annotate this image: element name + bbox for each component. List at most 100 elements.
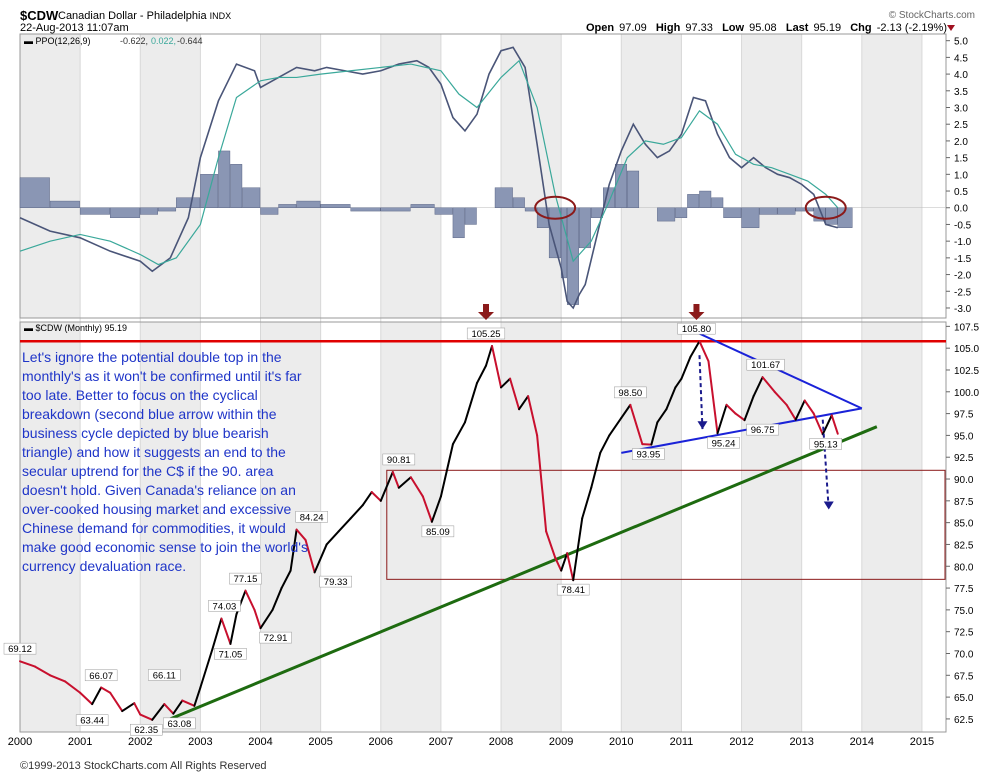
ppo-histogram-bar [560, 207, 567, 279]
value-label-box [746, 423, 779, 436]
price-segment [280, 569, 292, 590]
price-segment [220, 617, 232, 645]
price-legend-title: ▬ $CDW (Monthly) 95.19 [24, 323, 127, 333]
year-band [140, 34, 201, 318]
year-band [380, 34, 441, 318]
value-label: 84.24 [300, 512, 324, 523]
value-label: 74.03 [213, 601, 237, 612]
price-segment [163, 703, 175, 715]
x-tick-label: 2013 [789, 736, 813, 748]
brand-link[interactable]: © StockCharts.com [888, 10, 975, 21]
ppo-y-tick-label: 4.0 [954, 70, 968, 81]
x-tick-label: 2011 [670, 736, 694, 748]
ppo-y-tick-label: -1.0 [954, 237, 972, 248]
last-value: 95.19 [813, 22, 842, 34]
value-label-box [809, 438, 842, 450]
quote-bar: Open 97.09 High 97.33 Low 95.08 Last 95.… [586, 22, 947, 34]
value-label-box [229, 572, 262, 585]
ppo-histogram-bar [825, 207, 838, 225]
price-segment [133, 702, 142, 716]
ppo-histogram-bar [320, 204, 351, 208]
price-segment [821, 414, 833, 436]
top-marker-arrow-icon [688, 312, 705, 320]
price-segment [773, 390, 788, 406]
ppo-histogram-bar [434, 207, 453, 215]
value-label: 95.13 [814, 439, 838, 450]
instrument-name: Canadian Dollar - Philadelphia [58, 10, 207, 22]
price-y-tick-label: 65.0 [954, 693, 974, 704]
value-label: 72.91 [264, 633, 288, 644]
price-segment [674, 377, 683, 389]
year-band [501, 34, 562, 318]
price-segment [761, 376, 776, 393]
value-label: 69.12 [8, 644, 32, 655]
price-segment [289, 528, 298, 572]
ppo-crossover-circle [534, 195, 577, 220]
value-label: 66.11 [153, 670, 176, 681]
year-band [861, 34, 922, 318]
price-y-tick-label: 90.0 [954, 475, 974, 486]
ppo-histogram-bar [675, 207, 688, 218]
year-band [20, 34, 81, 318]
price-segment [581, 486, 593, 520]
value-label: 93.95 [636, 450, 660, 461]
exchange-label: INDX [209, 11, 232, 21]
x-tick-label: 2009 [549, 736, 573, 748]
footer-copyright: ©1999-2013 StockCharts.com All Rights Re… [20, 760, 267, 772]
ppo-histogram-bar [49, 200, 80, 208]
value-label: 63.08 [167, 719, 191, 730]
price-segment [361, 491, 373, 507]
price-y-tick-label: 92.5 [954, 453, 974, 464]
ppo-panel-frame [19, 33, 947, 319]
price-segment [370, 491, 382, 502]
price-y-tick-label: 77.5 [954, 584, 974, 595]
secular-uptrend-line [169, 425, 878, 721]
price-segment [391, 471, 400, 489]
low-label: Low [722, 22, 745, 34]
x-tick-label: 2004 [248, 736, 272, 748]
value-label-box [556, 583, 590, 596]
price-y-tick-label: 107.5 [954, 322, 979, 333]
price-segment [680, 355, 692, 380]
price-y-tick-label: 80.0 [954, 562, 974, 573]
ppo-y-tick-label: -3.0 [954, 304, 972, 315]
year-band [140, 322, 201, 732]
price-segment [253, 608, 262, 630]
value-label: 96.75 [751, 425, 775, 436]
low-value: 95.08 [749, 22, 777, 34]
ppo-histogram-bar [548, 207, 561, 259]
price-segment [421, 495, 433, 523]
ppo-histogram-bar [741, 207, 760, 228]
price-segment [725, 403, 737, 415]
price-y-tick-label: 95.0 [954, 431, 974, 442]
value-label: 95.24 [712, 438, 736, 449]
value-label: 63.44 [80, 716, 104, 727]
chart-symbol: $CDW [20, 8, 59, 23]
price-segment [349, 504, 364, 520]
x-tick-label: 2000 [8, 736, 32, 748]
ppo-line [19, 46, 838, 310]
ppo-signal-line [19, 59, 839, 266]
value-label-box [3, 642, 37, 655]
ppo-histogram-bar [176, 197, 201, 208]
year-band [260, 34, 321, 318]
ppo-y-tick-label: 2.0 [954, 137, 968, 148]
value-label-box [84, 669, 118, 682]
price-segment [500, 377, 512, 389]
price-segment [734, 412, 746, 422]
ppo-histogram-bar [657, 207, 676, 222]
value-label-box [421, 525, 455, 538]
ppo-histogram-bar [711, 197, 724, 208]
price-y-tick-label: 100.0 [954, 388, 979, 399]
x-tick-label: 2014 [850, 736, 874, 748]
commentary-text: Let's ignore the potential double top in… [22, 349, 308, 574]
ppo-histogram-bar [512, 197, 525, 208]
ppo-histogram-bar [777, 207, 796, 215]
ppo-histogram-bar [795, 207, 814, 212]
price-y-tick-label: 85.0 [954, 519, 974, 530]
price-segment [485, 344, 494, 367]
ppo-histogram-bar [566, 207, 579, 305]
value-label: 66.07 [89, 671, 113, 682]
price-y-tick-label: 82.5 [954, 540, 974, 551]
